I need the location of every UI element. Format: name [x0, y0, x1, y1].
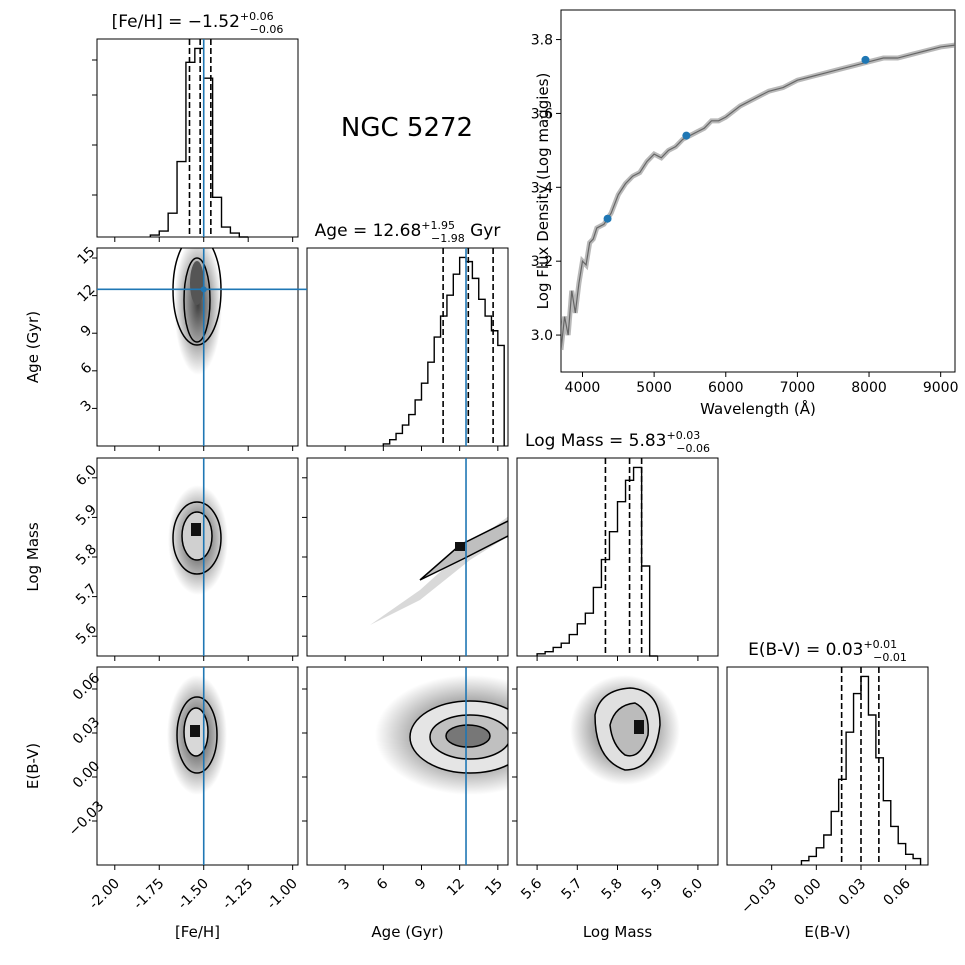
xtick-label-feh-4: -1.00 — [264, 876, 301, 913]
xtick-label-age-0: 3 — [336, 876, 354, 894]
axes-frame-mass-mass — [516, 457, 719, 657]
sed-xlabel: Wavelength (Å) — [700, 399, 816, 418]
ytick-label-mass-0: 5.6 — [73, 620, 100, 647]
sed-plot-area — [561, 42, 955, 351]
xlabel-mass: Log Mass — [583, 923, 653, 941]
xtick-label-mass-0: 5.6 — [518, 876, 545, 903]
xtick-label-age-4: 15 — [482, 876, 506, 900]
sed-model-band — [561, 42, 955, 351]
ytick-label-ebv-1: 0.00 — [70, 758, 103, 791]
axes-frame-ebv-feh — [96, 666, 299, 866]
xtick-label-feh-3: -1.25 — [220, 876, 257, 913]
axes-frame-ebv-age — [306, 666, 509, 866]
ytick-label-mass-4: 6.0 — [73, 462, 100, 489]
sed-ytick-label: 3.0 — [531, 328, 553, 344]
ytick-label-mass-2: 5.8 — [73, 541, 100, 568]
sed-xtick-label: 9000 — [923, 380, 959, 396]
sed-frame — [560, 9, 956, 373]
xtick-label-mass-4: 6.0 — [679, 876, 706, 903]
xtick-label-mass-1: 5.7 — [558, 876, 585, 903]
ylabel-age: Age (Gyr) — [24, 311, 42, 383]
axes-frame-age-feh — [96, 247, 299, 447]
hist-title-ebv: E(B-V) = 0.03+0.01 −0.01 — [748, 638, 907, 664]
hist-title-mass: Log Mass = 5.83+0.03 −0.06 — [525, 429, 710, 455]
sed-photometry-point — [861, 55, 870, 64]
xtick-label-ebv-1: 0.00 — [791, 876, 824, 909]
xlabel-age: Age (Gyr) — [371, 923, 443, 941]
xtick-label-age-1: 6 — [374, 876, 392, 894]
ytick-label-age-3: 12 — [75, 282, 99, 306]
figure-title: NGC 5272 — [341, 113, 473, 143]
xtick-label-ebv-3: 0.06 — [881, 876, 914, 909]
sed-xtick-label: 4000 — [565, 380, 601, 396]
truth-point-age-feh — [200, 286, 207, 293]
axes-frame-ebv-ebv — [726, 666, 929, 866]
sed-ylabel: Log Flux Density (Log maggies) — [534, 73, 552, 310]
hist-title-age: Age = 12.68+1.95 −1.98 Gyr — [315, 219, 501, 245]
ytick-label-mass-1: 5.7 — [73, 581, 100, 608]
sed-photometry-point — [682, 131, 691, 140]
xtick-label-mass-3: 5.9 — [639, 876, 666, 903]
xtick-label-age-2: 9 — [412, 876, 430, 894]
xtick-label-feh-0: -2.00 — [86, 876, 123, 913]
xtick-label-feh-1: -1.75 — [131, 876, 168, 913]
ytick-label-age-4: 15 — [75, 244, 99, 268]
ytick-label-mass-3: 5.9 — [73, 502, 100, 529]
ytick-label-age-1: 6 — [78, 360, 96, 378]
density-ebv-age — [375, 675, 508, 795]
xtick-label-mass-2: 5.8 — [599, 876, 626, 903]
density-age-feh — [172, 248, 222, 375]
ytick-label-age-0: 3 — [78, 397, 96, 415]
hist-title-feh: [Fe/H] = −1.52+0.06 −0.06 — [112, 10, 284, 36]
density-mass-feh — [168, 485, 228, 595]
sed-ytick-label: 3.2 — [531, 254, 553, 270]
xlabel-feh: [Fe/H] — [175, 923, 220, 941]
xtick-label-ebv-2: 0.03 — [836, 876, 869, 909]
histogram-mass — [536, 466, 658, 657]
sed-model-line — [561, 44, 955, 350]
sed-xtick-label: 8000 — [851, 380, 887, 396]
ytick-label-ebv-2: 0.03 — [70, 714, 103, 747]
xtick-label-feh-2: -1.50 — [175, 876, 212, 913]
density-mass-age — [370, 516, 508, 625]
histogram-feh — [149, 47, 249, 238]
xtick-label-age-3: 12 — [444, 876, 468, 900]
density-ebv-feh — [167, 675, 227, 795]
axes-frame-mass-age — [306, 457, 509, 657]
ytick-label-ebv-3: 0.06 — [70, 670, 103, 703]
axes-frame-feh-feh — [96, 38, 299, 238]
ylabel-mass: Log Mass — [24, 522, 42, 592]
xtick-label-ebv-0: −0.03 — [738, 876, 780, 918]
sed-xtick-label: 5000 — [636, 380, 672, 396]
sed-ytick-label: 3.6 — [531, 106, 553, 122]
sed-xtick-label: 6000 — [708, 380, 744, 396]
xlabel-ebv: E(B-V) — [804, 923, 850, 941]
density-ebv-mass — [570, 675, 680, 785]
ylabel-ebv: E(B-V) — [24, 743, 42, 789]
sed-photometry-point — [603, 214, 612, 223]
ytick-label-age-2: 9 — [78, 322, 96, 340]
sed-ytick-label: 3.8 — [531, 33, 553, 49]
axes-frame-age-age — [306, 247, 509, 447]
sed-xtick-label: 7000 — [780, 380, 816, 396]
ytick-label-ebv-0: −0.03 — [66, 798, 108, 840]
sed-ytick-label: 3.4 — [531, 180, 553, 196]
